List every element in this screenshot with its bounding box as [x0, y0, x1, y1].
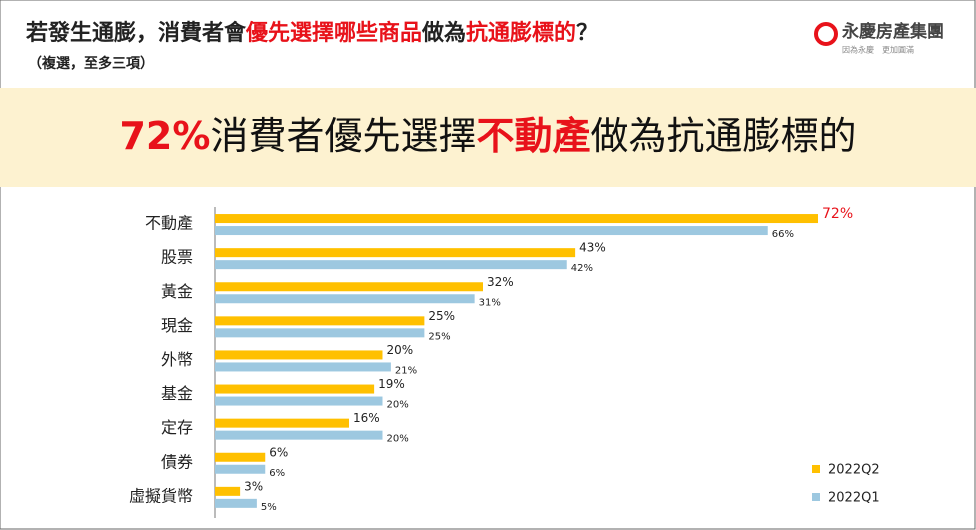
title-part: 做為 — [421, 20, 466, 46]
value-label: 31% — [479, 297, 501, 308]
logo-tagline: 因為永慶 更加圓滿 — [842, 45, 914, 55]
value-label: 16% — [353, 411, 380, 425]
value-label: 25% — [428, 331, 450, 342]
value-label: 43% — [579, 241, 606, 255]
title-part: 抗通膨標的 — [466, 20, 576, 46]
banner-part: 不動產 — [476, 114, 590, 158]
bar — [215, 282, 483, 292]
banner-part: 做為抗通膨標的 — [590, 114, 856, 158]
banner-part: 72% — [119, 114, 210, 158]
category-label: 黃金 — [161, 282, 193, 301]
bar — [215, 316, 425, 326]
bar — [215, 248, 576, 258]
bar — [215, 214, 818, 224]
category-label: 債券 — [161, 452, 193, 471]
value-label: 66% — [772, 229, 794, 240]
value-label: 32% — [487, 275, 514, 289]
category-label: 基金 — [161, 384, 193, 403]
bar — [215, 328, 425, 338]
value-label: 6% — [269, 468, 285, 479]
bar — [215, 260, 567, 270]
title: 若發生通膨，消費者會優先選擇哪些商品做為抗通膨標的？ — [26, 20, 598, 46]
bar — [215, 498, 257, 508]
category-label: 現金 — [161, 316, 193, 335]
category-label: 外幣 — [161, 350, 193, 369]
legend-label: 2022Q2 — [828, 463, 880, 478]
bar — [215, 418, 349, 428]
value-label: 20% — [387, 434, 409, 445]
bar — [215, 294, 475, 304]
subtitle: （複選，至多三項） — [28, 55, 154, 72]
bar — [215, 464, 266, 474]
bar — [215, 226, 768, 236]
bar — [215, 362, 391, 372]
legend-swatch — [812, 465, 820, 473]
value-label: 42% — [571, 263, 593, 274]
bar — [215, 486, 241, 496]
bar — [215, 384, 375, 394]
value-label: 3% — [244, 479, 263, 493]
category-label: 不動產 — [145, 214, 193, 233]
banner-text: 72%消費者優先選擇不動產做為抗通膨標的 — [119, 114, 856, 158]
value-label: 72% — [822, 206, 853, 222]
value-label: 6% — [269, 445, 288, 459]
value-label: 20% — [387, 343, 414, 357]
bar — [215, 350, 383, 360]
value-label: 20% — [387, 400, 409, 411]
bar — [215, 396, 383, 406]
logo-icon — [814, 22, 838, 46]
value-label: 21% — [395, 365, 417, 376]
title-part: 優先選擇哪些商品 — [245, 20, 422, 46]
bar — [215, 430, 383, 440]
value-label: 19% — [378, 377, 405, 391]
value-label: 5% — [261, 502, 277, 513]
logo-text: 永慶房產集團 — [841, 21, 944, 42]
title-part: ？ — [576, 21, 598, 46]
value-label: 25% — [428, 309, 455, 323]
category-label: 定存 — [161, 418, 193, 437]
category-label: 虛擬貨幣 — [129, 486, 193, 505]
title-part: 若發生通膨，消費者會 — [26, 20, 247, 46]
legend-label: 2022Q1 — [828, 491, 880, 506]
legend-swatch — [812, 493, 820, 501]
banner-band — [0, 88, 976, 187]
banner-part: 消費者優先選擇 — [210, 114, 476, 158]
category-label: 股票 — [161, 248, 193, 267]
bar — [215, 452, 266, 462]
